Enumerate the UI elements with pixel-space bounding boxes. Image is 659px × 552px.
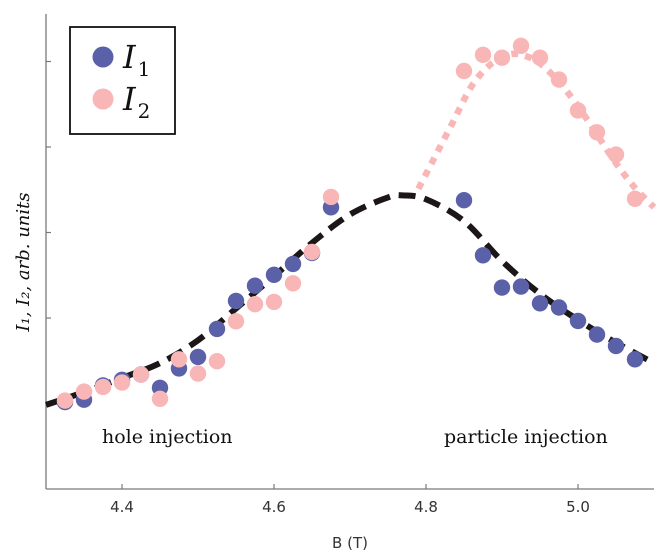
data-points: [56, 37, 644, 411]
data-point-i2: [493, 49, 511, 66]
data-point-i2: [284, 275, 302, 292]
data-point-i1: [189, 348, 207, 366]
data-point-i1: [588, 326, 606, 343]
data-point-i1: [512, 278, 530, 295]
data-point-i1: [626, 351, 644, 368]
data-point-i2: [208, 353, 226, 370]
data-point-i2: [132, 366, 150, 383]
legend-box: [69, 26, 176, 135]
data-point-i2: [75, 383, 93, 400]
data-point-i1: [607, 337, 625, 355]
data-point-i2: [94, 378, 112, 396]
data-point-i2: [588, 124, 606, 141]
data-point-i1: [569, 312, 587, 330]
data-point-i1: [227, 292, 245, 310]
data-point-i2: [265, 293, 283, 311]
data-point-i1: [208, 320, 226, 338]
data-point-i2: [113, 374, 131, 391]
data-point-i2: [227, 313, 245, 330]
fit-curve-i1: [45, 192, 656, 408]
legend-marker-i2: [92, 88, 114, 110]
data-point-i2: [569, 102, 587, 119]
y-axis-label: I₁, I₂, arb. units: [13, 192, 34, 332]
data-point-i2: [512, 37, 530, 54]
data-point-i1: [550, 299, 568, 316]
data-point-i2: [189, 365, 207, 382]
data-point-i1: [531, 295, 549, 312]
data-point-i1: [246, 277, 264, 294]
data-point-i2: [151, 390, 169, 407]
x-tick-label-3: 5.0: [566, 498, 590, 516]
data-point-i2: [531, 49, 549, 66]
legend-marker-i1: [92, 46, 114, 68]
data-point-i1: [474, 247, 492, 264]
data-point-i2: [455, 62, 473, 80]
data-point-i2: [322, 188, 340, 206]
data-point-i1: [265, 266, 283, 283]
data-point-i2: [56, 392, 74, 409]
data-point-i2: [303, 243, 321, 261]
x-tick-label-0: 4.4: [110, 498, 134, 516]
x-ticks: [121, 484, 579, 489]
data-point-i1: [455, 192, 473, 209]
data-point-i2: [550, 71, 568, 88]
data-point-i2: [170, 351, 188, 368]
x-axis-label: B (T): [332, 534, 368, 552]
x-tick-label-1: 4.6: [262, 498, 286, 516]
x-tick-labels: 4.4 4.6 4.8 5.0: [110, 498, 590, 516]
annotation-hole-injection: hole injection: [102, 426, 233, 448]
x-tick-label-2: 4.8: [414, 498, 438, 516]
annotation-particle-injection: particle injection: [444, 426, 608, 448]
data-point-i2: [626, 190, 644, 207]
fit-curves: [45, 50, 657, 408]
data-point-i2: [607, 146, 625, 163]
data-point-i1: [284, 255, 302, 273]
legend: I 1I 2: [69, 26, 176, 135]
data-point-i1: [493, 279, 511, 296]
axes: [45, 14, 654, 490]
data-point-i2: [474, 46, 492, 63]
data-point-i2: [246, 296, 264, 313]
